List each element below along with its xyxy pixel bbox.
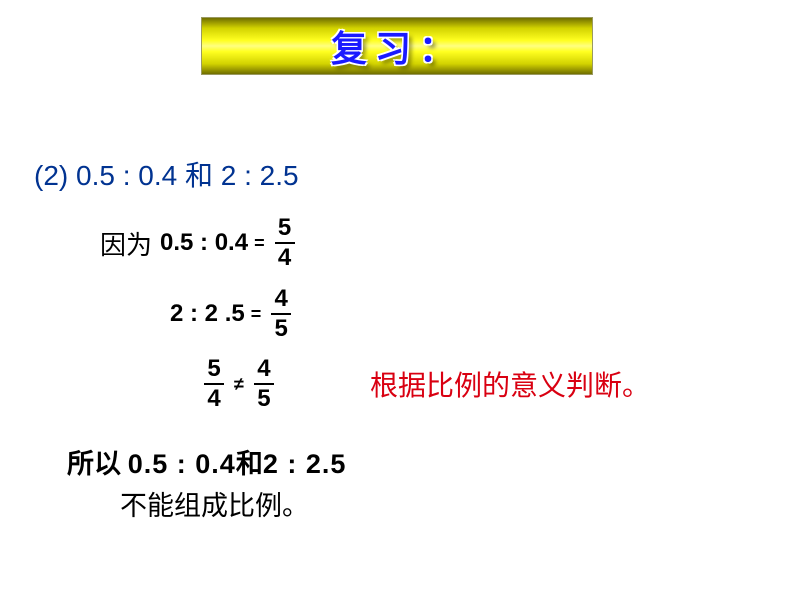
red-note: 根据比例的意义判断。 [370,364,650,404]
eq2-fraction: 4 5 [271,287,291,341]
conclusion-prefix: 所以 [67,449,128,479]
eq2-numerator: 4 [275,287,288,311]
eq1-lhs: 0.5 : 0.4 [160,229,248,257]
problem-statement: (2) 0.5 : 0.4 和 2 : 2.5 [34,154,299,194]
header-title: 复习： [201,17,593,75]
conclusion-line-2: 不能组成比例。 [120,484,309,523]
conclusion-line-1: 所以 0.5 : 0.4和2 : 2.5 [67,442,346,481]
conclusion-ratio-2: 2 : 2.5 [263,449,347,479]
eq2-denominator: 5 [275,317,288,341]
eq3-left-numerator: 5 [207,357,220,381]
conclusion-ratio-1: 0.5 : 0.4 [128,449,236,479]
because-label: 因为 [100,225,152,262]
eq2-lhs: 2 : 2 .5 [170,300,245,328]
equation-3: 5 4 ≠ 4 5 [200,357,278,411]
equals-sign: = [254,233,265,254]
eq3-right-fraction: 4 5 [254,357,274,411]
eq3-left-denominator: 4 [207,387,220,411]
eq1-fraction: 5 4 [275,216,295,270]
equation-1: 因为 0.5 : 0.4 = 5 4 [100,216,299,270]
eq3-right-denominator: 5 [257,387,270,411]
slide-root: 复习： (2) 0.5 : 0.4 和 2 : 2.5 因为 0.5 : 0.4… [0,0,794,596]
eq3-left-fraction: 5 4 [204,357,224,411]
equation-2: 2 : 2 .5 = 4 5 [170,287,295,341]
eq1-denominator: 4 [278,246,291,270]
eq3-right-numerator: 4 [257,357,270,381]
not-equals-sign: ≠ [234,374,244,395]
eq1-numerator: 5 [278,216,291,240]
conclusion-mid: 和 [236,449,263,479]
equals-sign: = [251,304,262,325]
